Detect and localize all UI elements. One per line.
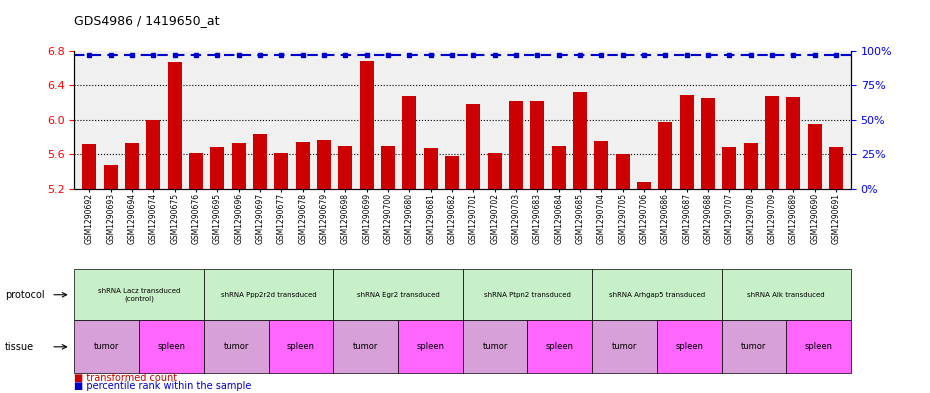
Text: shRNA Alk transduced: shRNA Alk transduced bbox=[748, 292, 825, 298]
Text: ■ transformed count: ■ transformed count bbox=[74, 373, 178, 383]
Text: shRNA Lacz transduced
(control): shRNA Lacz transduced (control) bbox=[98, 288, 180, 301]
Bar bbox=[616, 154, 630, 189]
Text: ■ percentile rank within the sample: ■ percentile rank within the sample bbox=[74, 381, 252, 391]
Bar bbox=[723, 147, 737, 189]
Text: tumor: tumor bbox=[612, 342, 637, 351]
Bar bbox=[551, 146, 565, 189]
Bar bbox=[381, 146, 395, 189]
Bar bbox=[637, 182, 651, 189]
Text: tumor: tumor bbox=[223, 342, 249, 351]
Bar bbox=[829, 147, 843, 189]
Text: tissue: tissue bbox=[5, 342, 33, 352]
Text: spleen: spleen bbox=[286, 342, 315, 351]
Text: GDS4986 / 1419650_at: GDS4986 / 1419650_at bbox=[74, 15, 219, 28]
Text: tumor: tumor bbox=[741, 342, 766, 351]
Bar bbox=[509, 101, 523, 189]
Bar bbox=[360, 61, 374, 189]
Text: spleen: spleen bbox=[675, 342, 703, 351]
Bar bbox=[296, 142, 310, 189]
Bar bbox=[424, 148, 438, 189]
Text: spleen: spleen bbox=[417, 342, 445, 351]
Bar bbox=[487, 152, 501, 189]
Bar bbox=[530, 101, 544, 189]
Text: shRNA Ppp2r2d transduced: shRNA Ppp2r2d transduced bbox=[220, 292, 316, 298]
Bar bbox=[680, 95, 694, 189]
Bar bbox=[83, 144, 97, 189]
Bar bbox=[167, 62, 181, 189]
Text: tumor: tumor bbox=[352, 342, 379, 351]
Bar bbox=[467, 105, 480, 189]
Bar bbox=[274, 152, 288, 189]
Bar bbox=[125, 143, 139, 189]
Text: spleen: spleen bbox=[157, 342, 185, 351]
Bar bbox=[104, 165, 117, 189]
Text: protocol: protocol bbox=[5, 290, 45, 300]
Text: shRNA Arhgap5 transduced: shRNA Arhgap5 transduced bbox=[609, 292, 705, 298]
Text: spleen: spleen bbox=[546, 342, 574, 351]
Bar bbox=[339, 146, 352, 189]
Text: spleen: spleen bbox=[804, 342, 832, 351]
Bar bbox=[658, 123, 672, 189]
Text: tumor: tumor bbox=[483, 342, 508, 351]
Bar bbox=[189, 152, 203, 189]
Text: shRNA Egr2 transduced: shRNA Egr2 transduced bbox=[356, 292, 439, 298]
Bar bbox=[808, 124, 821, 189]
Bar bbox=[744, 143, 758, 189]
Bar bbox=[317, 141, 331, 189]
Bar bbox=[253, 134, 267, 189]
Bar bbox=[445, 156, 458, 189]
Bar bbox=[573, 92, 587, 189]
Text: shRNA Ptpn2 transduced: shRNA Ptpn2 transduced bbox=[484, 292, 571, 298]
Bar bbox=[232, 143, 246, 189]
Bar bbox=[403, 96, 417, 189]
Bar bbox=[210, 147, 224, 189]
Bar bbox=[701, 97, 715, 189]
Bar bbox=[594, 141, 608, 189]
Bar bbox=[146, 120, 160, 189]
Bar bbox=[787, 97, 801, 189]
Bar bbox=[765, 96, 779, 189]
Text: tumor: tumor bbox=[94, 342, 119, 351]
